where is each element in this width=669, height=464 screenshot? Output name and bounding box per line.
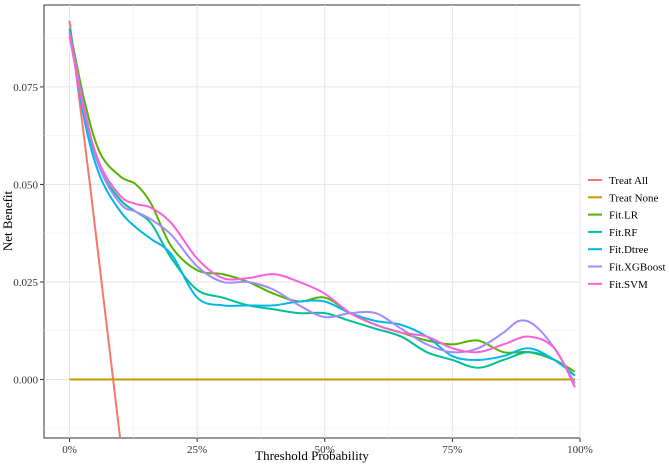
series-line-fit-dtree xyxy=(68,28,576,377)
legend-label-fit-dtree: Fit.Dtree xyxy=(609,244,649,256)
x-tick-label: 25% xyxy=(187,444,207,456)
series-line-fit-xgboost xyxy=(68,32,576,384)
series-line-treat-all xyxy=(68,20,122,438)
x-axis-title: Threshold Probability xyxy=(255,448,369,463)
grid-lines xyxy=(44,5,581,438)
y-tick-label: 0.050 xyxy=(13,179,38,191)
series-lines xyxy=(68,20,576,438)
x-tick-label: 0% xyxy=(62,444,77,456)
x-tick-label: 100% xyxy=(567,444,593,456)
y-tick-label: 0.025 xyxy=(13,277,38,289)
y-axis-title: Net Benefit xyxy=(0,190,15,251)
legend-label-fit-svm: Fit.SVM xyxy=(609,279,648,291)
y-axis: 0.000 0.025 0.050 0.075 xyxy=(13,82,44,386)
legend-label-treat-all: Treat All xyxy=(609,175,648,187)
y-tick-label: 0.000 xyxy=(13,374,38,386)
series-line-fit-rf xyxy=(68,32,576,377)
legend-label-treat-none: Treat None xyxy=(609,192,659,204)
legend-label-fit-xgboost: Fit.XGBoost xyxy=(609,262,666,274)
x-tick-label: 75% xyxy=(442,444,462,456)
series-line-fit-svm xyxy=(68,36,576,388)
legend: Treat All Treat None Fit.LR Fit.RF Fit.Dtree… xyxy=(588,175,666,291)
y-tick-label: 0.075 xyxy=(13,82,38,94)
legend-label-fit-rf: Fit.RF xyxy=(609,227,637,239)
x-axis: 0% 25% 50% 75% 100% xyxy=(62,438,593,456)
panel-background xyxy=(43,4,581,439)
legend-label-fit-lr: Fit.LR xyxy=(609,210,639,222)
x-tick-label: 50% xyxy=(315,444,335,456)
